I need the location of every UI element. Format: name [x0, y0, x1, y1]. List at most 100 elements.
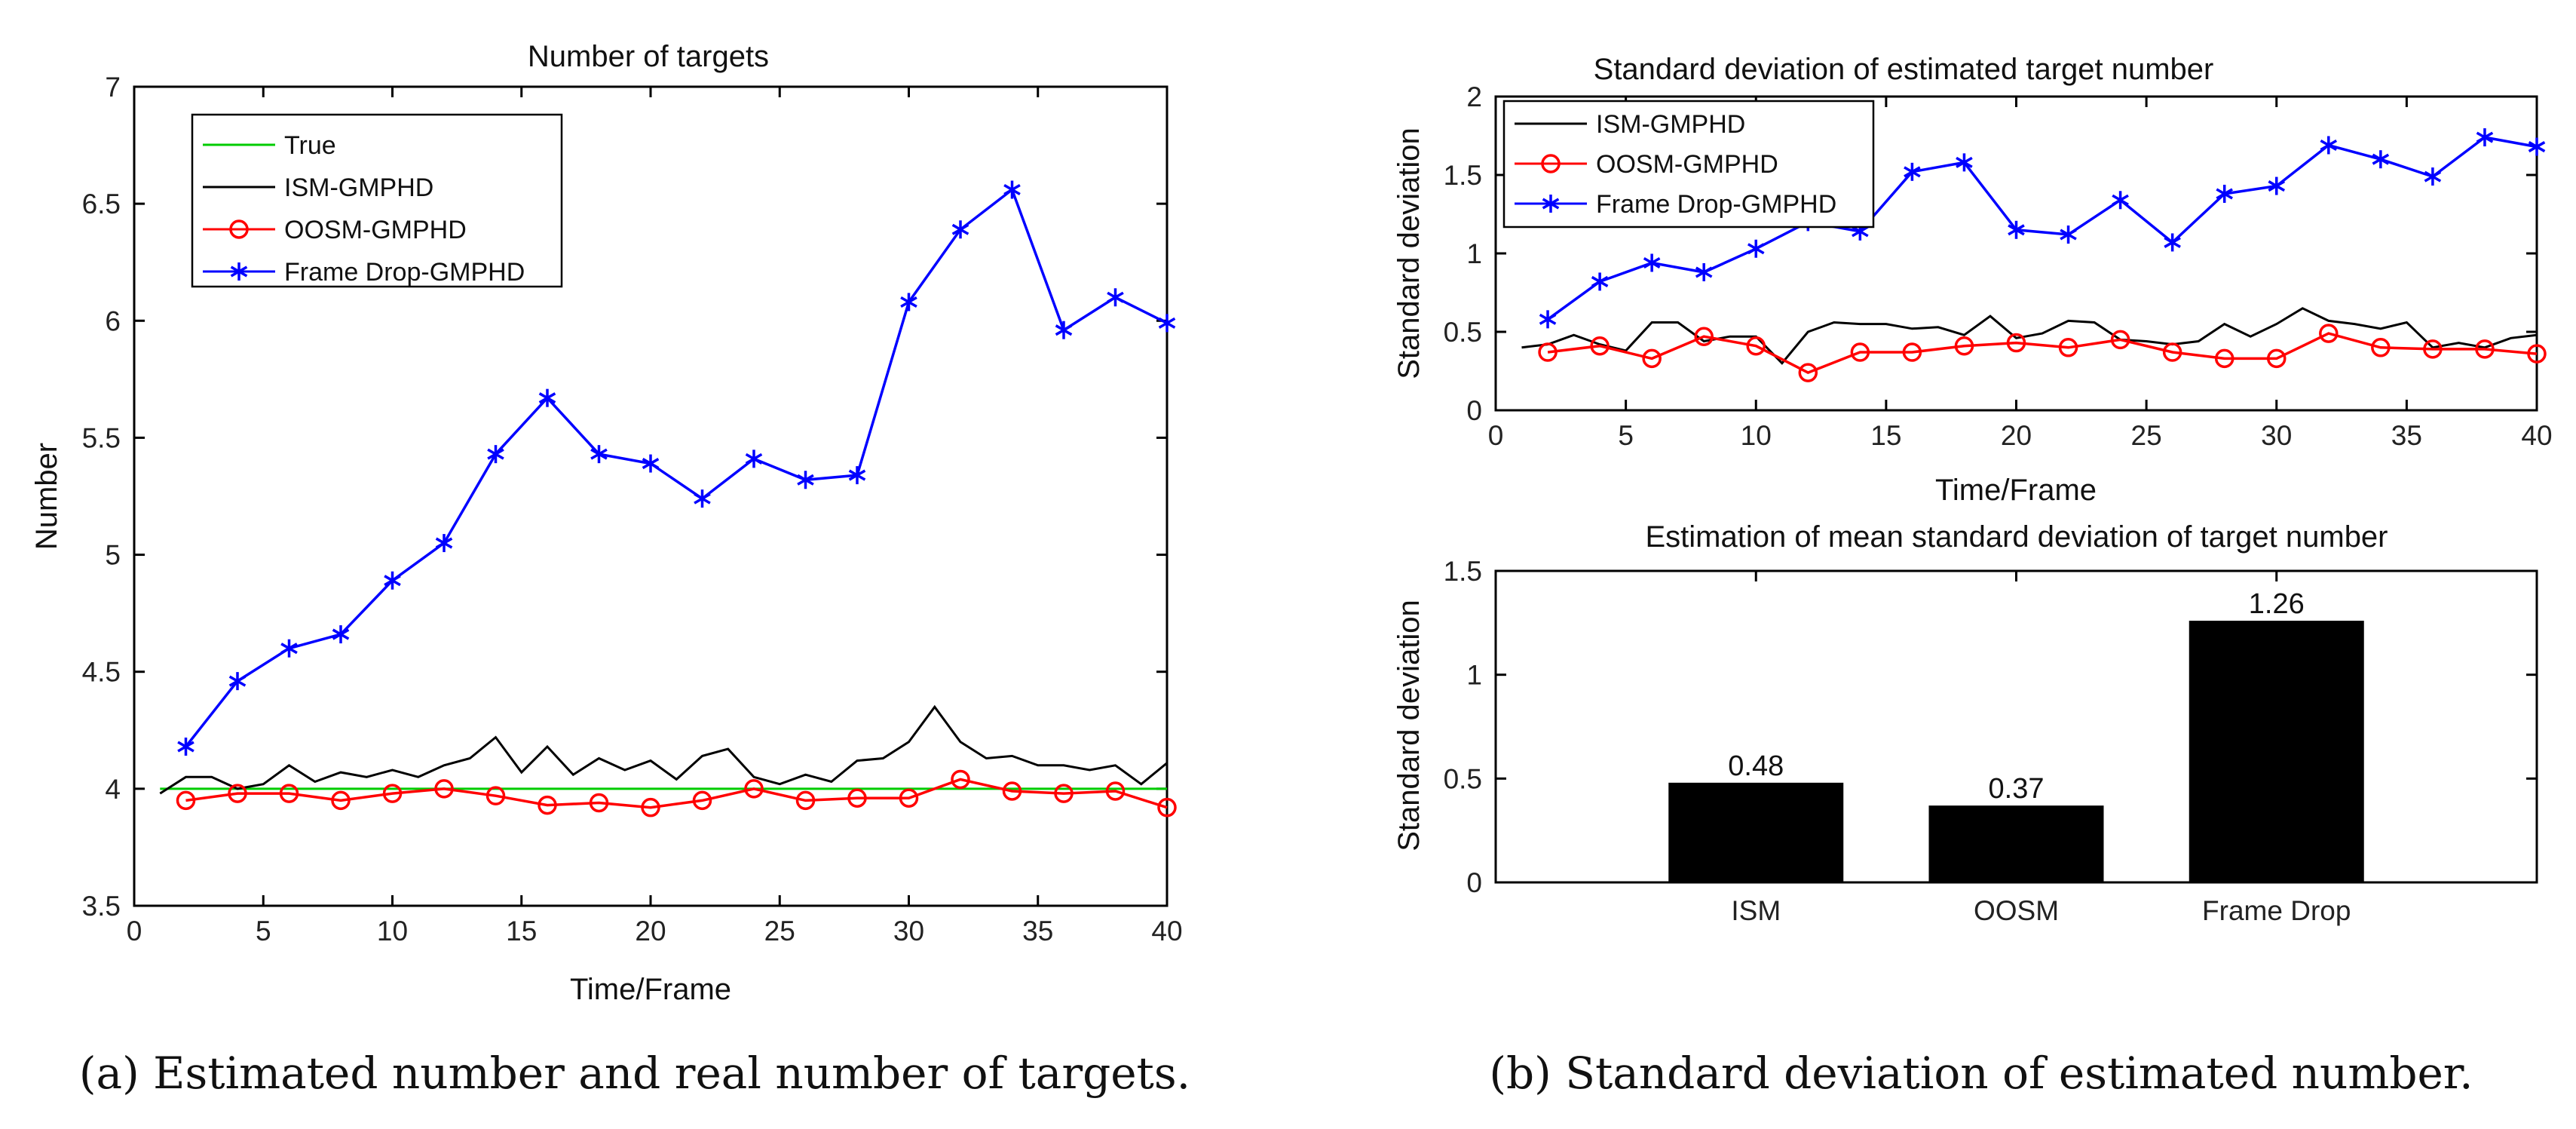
panel-b-top-std-dev: Standard deviation of estimated target n…	[1392, 53, 2553, 507]
pbt-data-point	[1539, 310, 1557, 329]
pbt-data-point	[2527, 344, 2547, 364]
pa-series-ism-gmphd	[159, 704, 1168, 795]
pbt-data-point	[1747, 239, 1765, 258]
pa-data-point	[1054, 784, 1074, 803]
pbt-data-point	[1642, 348, 1662, 369]
panel-b-top-title: Standard deviation of estimated target n…	[1594, 53, 2214, 86]
pa-xtick-label: 5	[256, 916, 271, 946]
pbt-series-oosm-gmphd	[1538, 324, 2547, 382]
pbt-data-point	[2475, 339, 2495, 359]
pa-data-point	[900, 293, 917, 311]
pbt-data-point	[2162, 342, 2182, 362]
pa-data-point	[331, 790, 351, 811]
pbt-data-point	[2267, 348, 2287, 369]
pa-xtick-label: 20	[635, 916, 666, 946]
pbt-data-point	[1850, 342, 1870, 362]
pbb-ytick-label: 1	[1466, 660, 1482, 691]
pa-data-point	[384, 571, 401, 590]
panel-b-top-ylabel: Standard deviation	[1392, 127, 1426, 379]
pa-data-point	[848, 466, 866, 485]
pbb-bar-value-label: 1.26	[2249, 588, 2305, 620]
pa-xtick-label: 0	[127, 916, 142, 946]
pbt-data-point	[1643, 253, 1661, 272]
pa-legend-label: ISM-GMPHD	[284, 173, 433, 202]
pa-data-point	[745, 449, 763, 468]
pbb-ytick-label: 1.5	[1444, 556, 1482, 587]
panel-a-legend-box	[191, 113, 563, 288]
pbt-data-point	[2372, 150, 2390, 169]
pbb-xtick-label: Frame Drop	[2202, 895, 2351, 926]
pa-ytick-label: 4	[105, 774, 121, 805]
pbt-data-point	[2110, 330, 2130, 350]
pa-data-point	[228, 672, 247, 691]
pbb-bar-value-label: 0.48	[1728, 750, 1784, 782]
pbt-legend-label: OOSM-GMPHD	[1596, 150, 1778, 179]
pa-data-point	[1157, 797, 1177, 818]
panel-a-xlabel: Time/Frame	[570, 973, 731, 1006]
pbt-data-point	[2006, 333, 2026, 353]
pa-data-point	[847, 788, 867, 808]
pa-data-point	[332, 625, 350, 644]
pa-data-point	[435, 534, 453, 553]
pa-data-point	[487, 445, 504, 464]
pbb-bar	[1668, 782, 1844, 882]
pa-xtick-label: 35	[1022, 916, 1053, 946]
pbb-ytick-label: 0	[1466, 867, 1482, 898]
pa-ytick-label: 6	[105, 305, 121, 336]
pbt-data-point	[2423, 339, 2443, 359]
pa-xtick-label: 25	[764, 916, 795, 946]
pa-series-line	[159, 704, 1168, 795]
pbt-data-point	[1798, 363, 1818, 382]
pbt-xtick-label: 35	[2391, 420, 2422, 451]
pbt-data-point	[2528, 137, 2546, 156]
pbt-xtick-label: 15	[1870, 420, 1901, 451]
pa-ytick-label: 4.5	[82, 657, 121, 688]
pa-data-point	[692, 790, 712, 811]
pa-data-point	[1003, 180, 1021, 199]
pbb-bar-value-label: 0.37	[1989, 773, 2045, 805]
pbt-ytick-label: 0	[1466, 395, 1482, 426]
pa-data-point	[797, 471, 814, 489]
pbt-ytick-label: 1.5	[1444, 160, 1482, 191]
pbt-data-point	[2008, 220, 2025, 239]
pbt-data-point	[2268, 176, 2286, 195]
pa-ytick-label: 3.5	[82, 891, 121, 922]
pbt-data-point	[2320, 136, 2338, 155]
pa-xtick-label: 15	[506, 916, 537, 946]
pbt-data-point	[1590, 336, 1610, 356]
pa-ytick-label: 5	[105, 540, 121, 571]
pa-legend-marker	[230, 262, 248, 281]
pbt-ytick-label: 1	[1466, 238, 1482, 269]
pa-xtick-label: 30	[893, 916, 924, 946]
pbt-xtick-label: 40	[2521, 420, 2552, 451]
panel-b-bottom-title: Estimation of mean standard deviation of…	[1646, 520, 2388, 554]
pbb-ytick-label: 0.5	[1444, 763, 1482, 794]
pbt-data-point	[1591, 272, 1609, 291]
pa-data-point	[176, 790, 196, 811]
pbt-data-point	[2371, 338, 2391, 357]
panel-b-bottom-ylabel: Standard deviation	[1392, 600, 1426, 851]
caption-b: (b) Standard deviation of estimated numb…	[1489, 1048, 2473, 1099]
pbt-data-point	[1695, 262, 1713, 281]
pbt-xtick-label: 10	[1741, 420, 1772, 451]
pa-ytick-label: 6.5	[82, 189, 121, 219]
pa-ytick-label: 5.5	[82, 422, 121, 453]
pbt-data-point	[2476, 128, 2494, 147]
pbt-legend-label: Frame Drop-GMPHD	[1596, 190, 1836, 219]
pa-data-point	[1002, 781, 1022, 801]
pbt-data-point	[2112, 191, 2129, 210]
pbt-data-point	[2058, 338, 2078, 357]
pa-data-point	[485, 786, 506, 805]
panel-a-number-of-targets: Number of targets 0 5 10 15 20 25 30 35 40 3.5 4 4.…	[30, 40, 1183, 1006]
pa-data-point	[434, 779, 454, 799]
pa-ytick-label: 7	[105, 72, 121, 103]
pa-series-oosm-gmphd	[176, 769, 1177, 818]
pbt-ytick-label: 0.5	[1444, 317, 1482, 348]
pbb-bar	[2189, 621, 2364, 882]
pbt-ytick-label: 2	[1466, 81, 1482, 112]
pa-data-point	[589, 793, 609, 813]
pa-data-point	[795, 790, 816, 811]
pbt-xtick-label: 30	[2261, 420, 2292, 451]
pbt-legend-label: ISM-GMPHD	[1596, 110, 1745, 139]
